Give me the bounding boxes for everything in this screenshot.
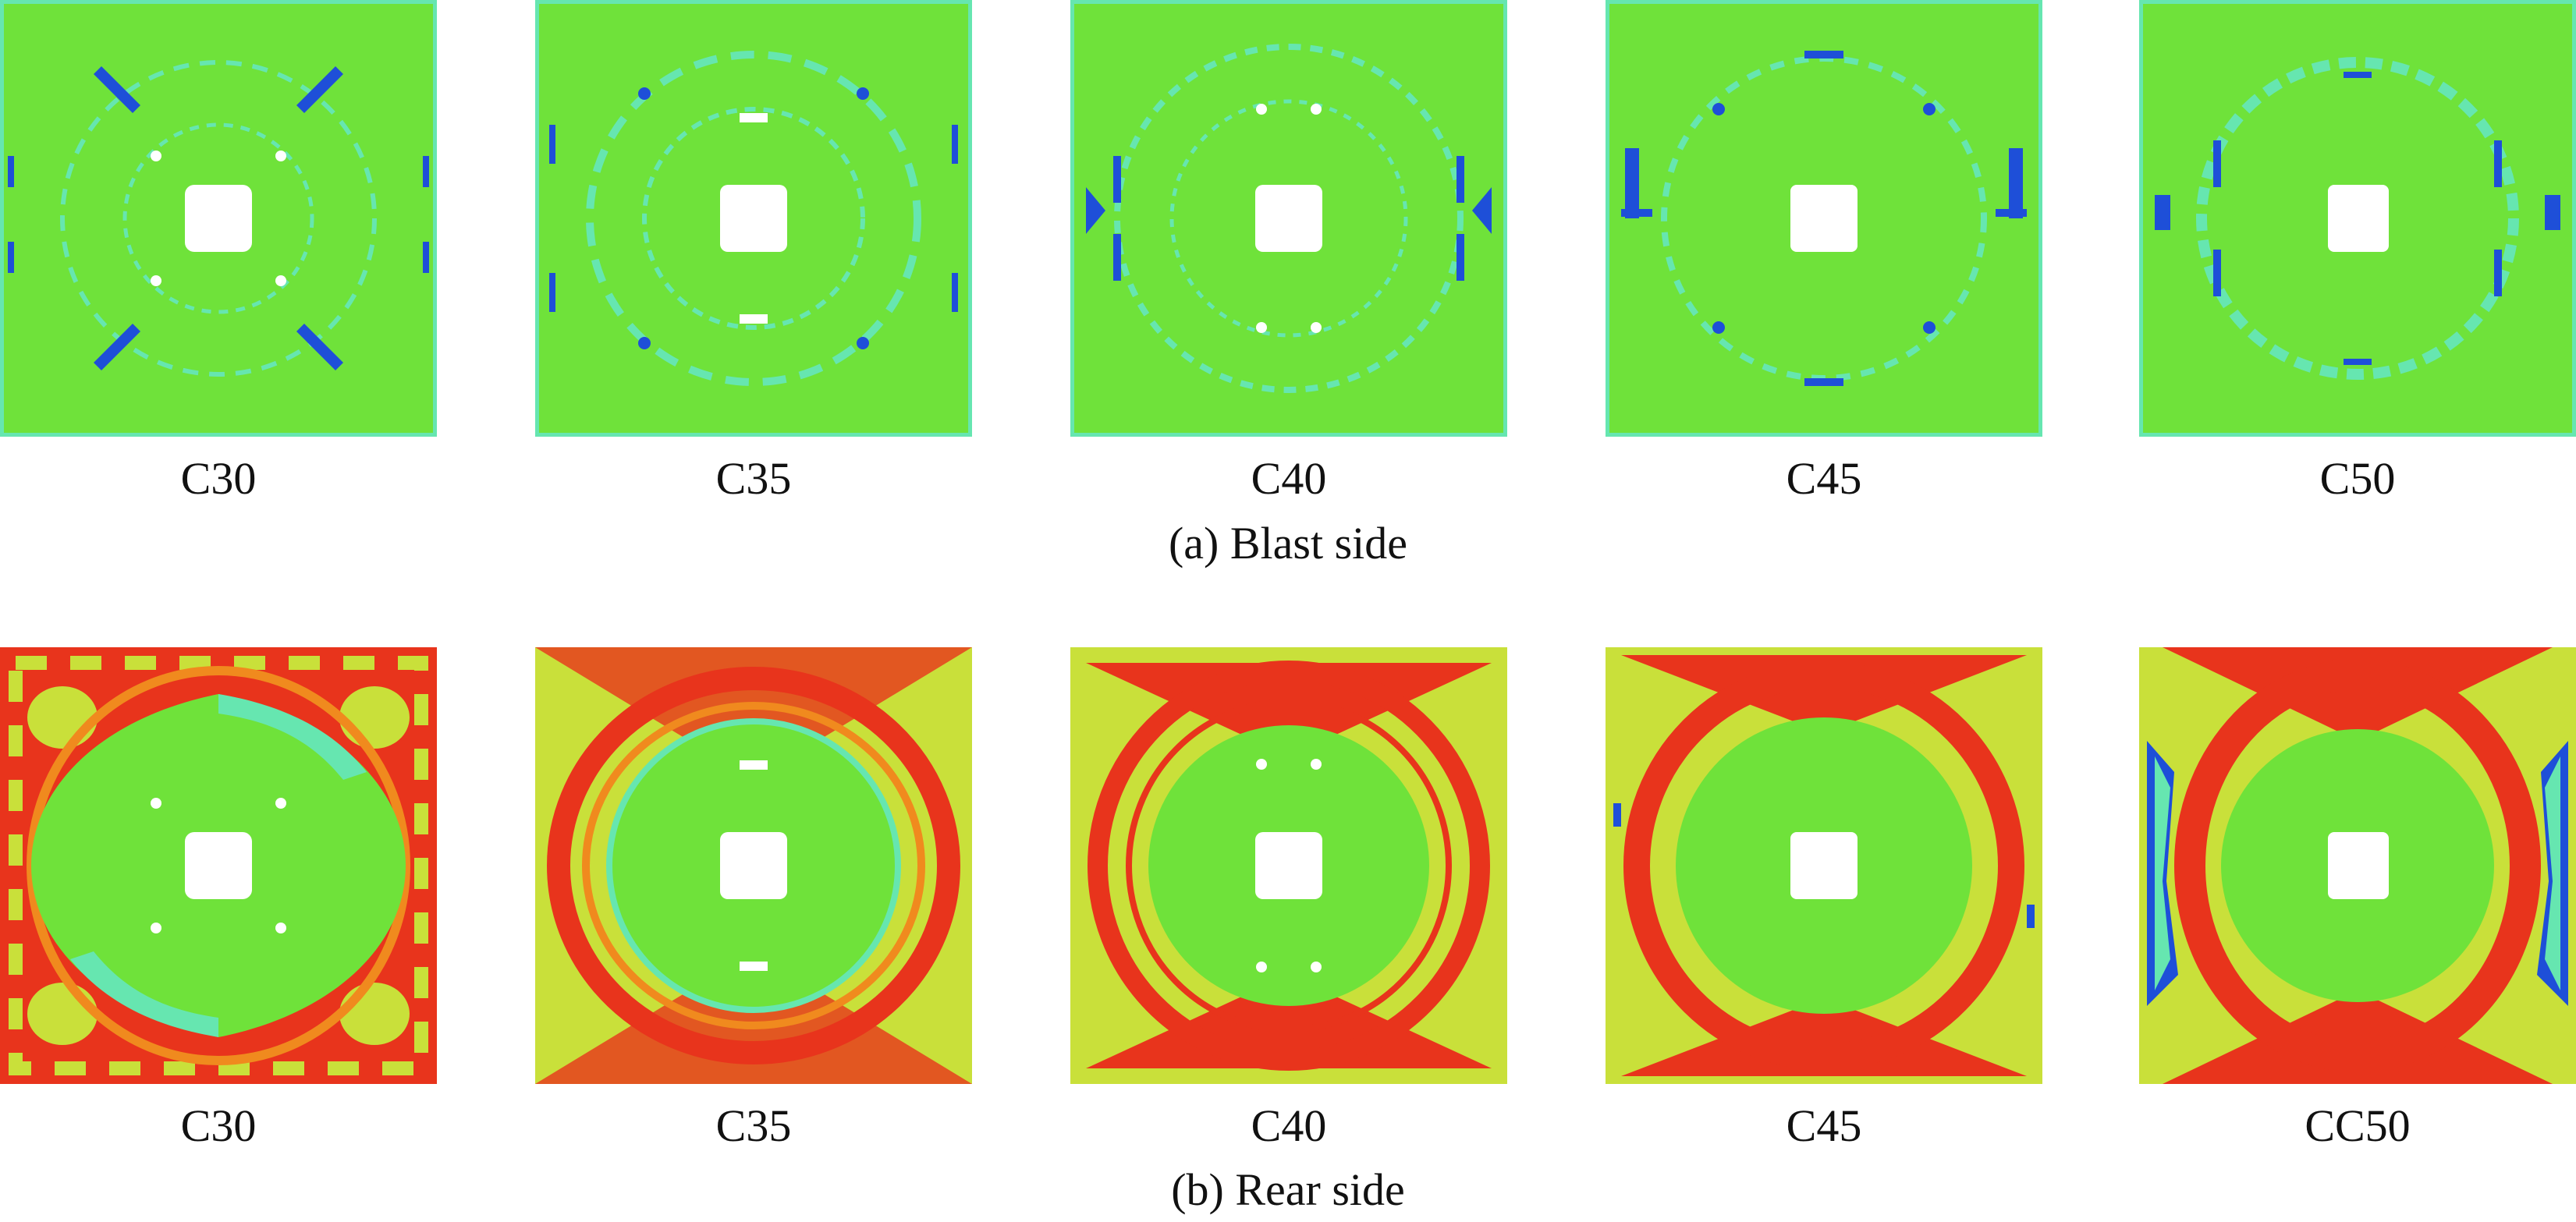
blast-side-c40-label: C40: [1251, 453, 1327, 504]
blast-side-c35-map: [535, 0, 972, 437]
blast-side-c50-map: [2139, 0, 2576, 437]
blast-side-c45-map: [1606, 0, 2042, 437]
rear-side-c35-map: [535, 647, 972, 1084]
rear-side-cc50-label: CC50: [2305, 1100, 2411, 1151]
rear-side-caption: (b) Rear side: [1171, 1164, 1405, 1215]
blast-side-c50-label: C50: [2319, 453, 2396, 504]
blast-side-c35-label: C35: [715, 453, 792, 504]
rear-side-c40-map: [1070, 647, 1507, 1084]
blast-side-c30-label: C30: [180, 453, 257, 504]
rear-side-c45-label: C45: [1786, 1100, 1862, 1151]
blast-side-c40-map: [1070, 0, 1507, 437]
rear-side-c30-label: C30: [180, 1100, 257, 1151]
rear-side-c30-map: [0, 647, 437, 1084]
blast-side-caption: (a) Blast side: [1168, 518, 1408, 568]
rear-side-cc50-map: [2139, 647, 2576, 1084]
blast-side-c45-label: C45: [1786, 453, 1862, 504]
rear-side-c35-label: C35: [715, 1100, 792, 1151]
rear-side-c40-label: C40: [1251, 1100, 1327, 1151]
rear-side-c45-map: [1606, 647, 2042, 1084]
blast-side-c30-map: [0, 0, 437, 437]
